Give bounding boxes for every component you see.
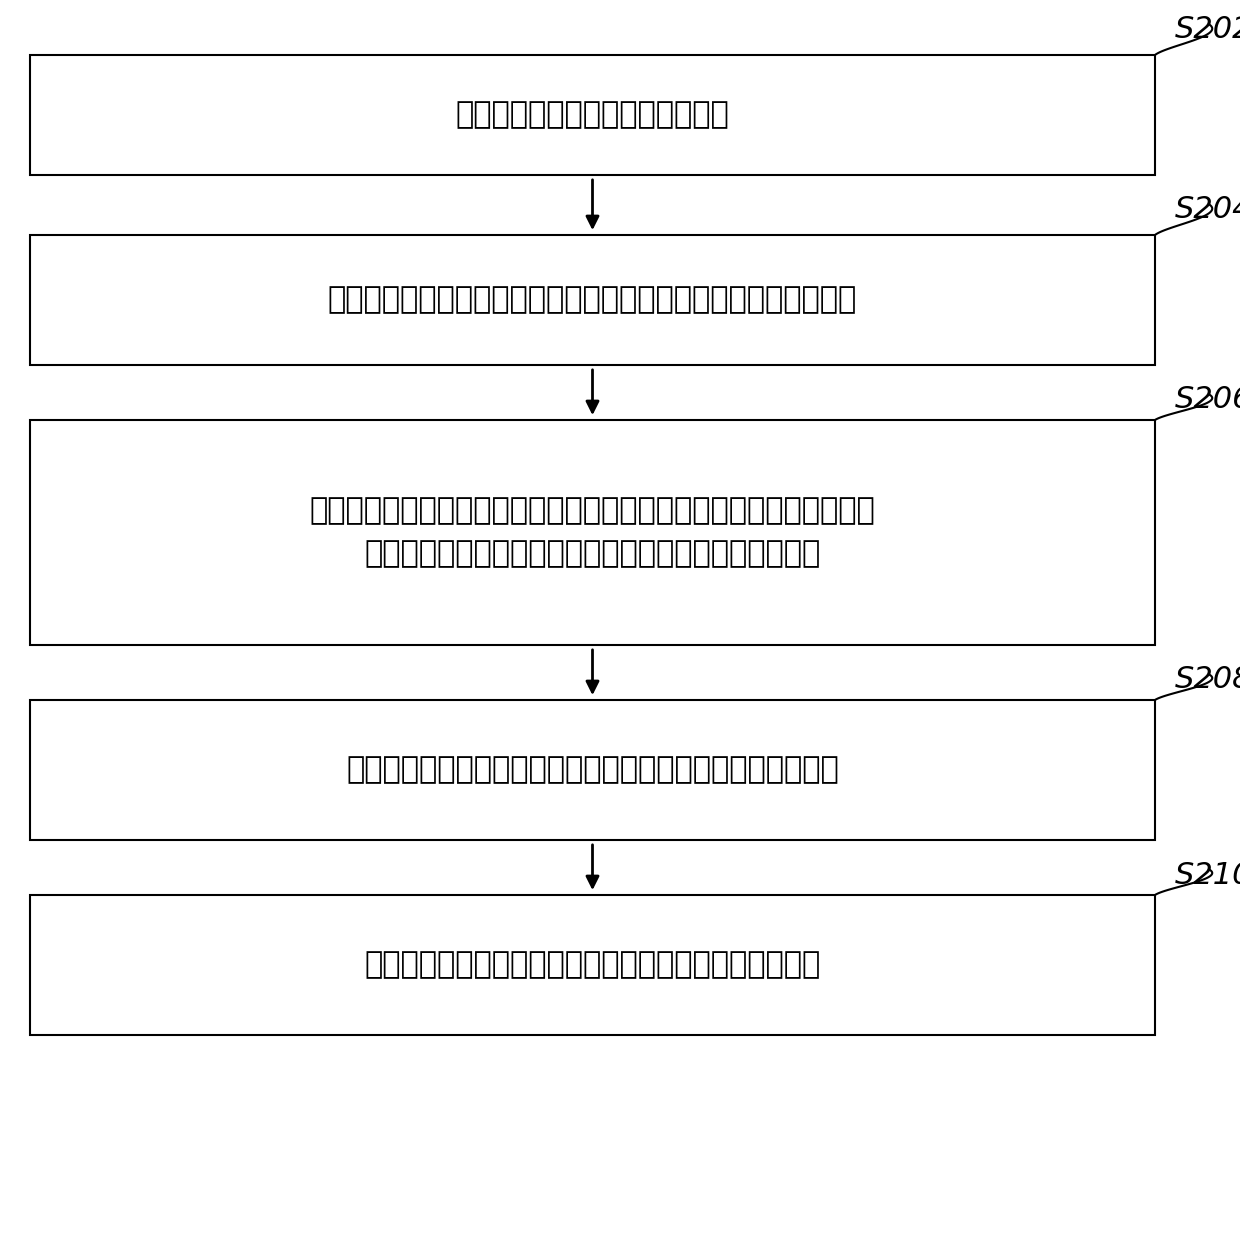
Text: 将语义特征适配至实例特征空间后与实例特征融合，得到语义融合实例
特征；语义融合实例特征表示融合了语义特征的实例特征: 将语义特征适配至实例特征空间后与实例特征融合，得到语义融合实例 特征；语义融合实…	[310, 497, 875, 569]
Bar	[30, 420, 1154, 645]
Text: S204: S204	[1176, 196, 1240, 225]
Bar	[30, 235, 1154, 365]
Text: 按照不同的解码方式解码共享特征，分别得到语义特征和实例特征: 按照不同的解码方式解码共享特征，分别得到语义特征和实例特征	[327, 285, 857, 315]
Text: S210: S210	[1176, 861, 1240, 890]
Text: 对待处理的点云编码得到共享特征: 对待处理的点云编码得到共享特征	[455, 100, 729, 129]
Bar	[30, 895, 1154, 1035]
Text: S202: S202	[1176, 15, 1240, 44]
Bar	[30, 700, 1154, 840]
Bar	[30, 55, 1154, 174]
Text: 根据各点的语义融合实例特征，确定各点所属的实例类别: 根据各点的语义融合实例特征，确定各点所属的实例类别	[365, 950, 821, 979]
Text: 对语义融合实例特征划分得到点云中各点的语义融合实例特征: 对语义融合实例特征划分得到点云中各点的语义融合实例特征	[346, 756, 839, 784]
Text: S208: S208	[1176, 665, 1240, 694]
Text: S206: S206	[1176, 385, 1240, 414]
